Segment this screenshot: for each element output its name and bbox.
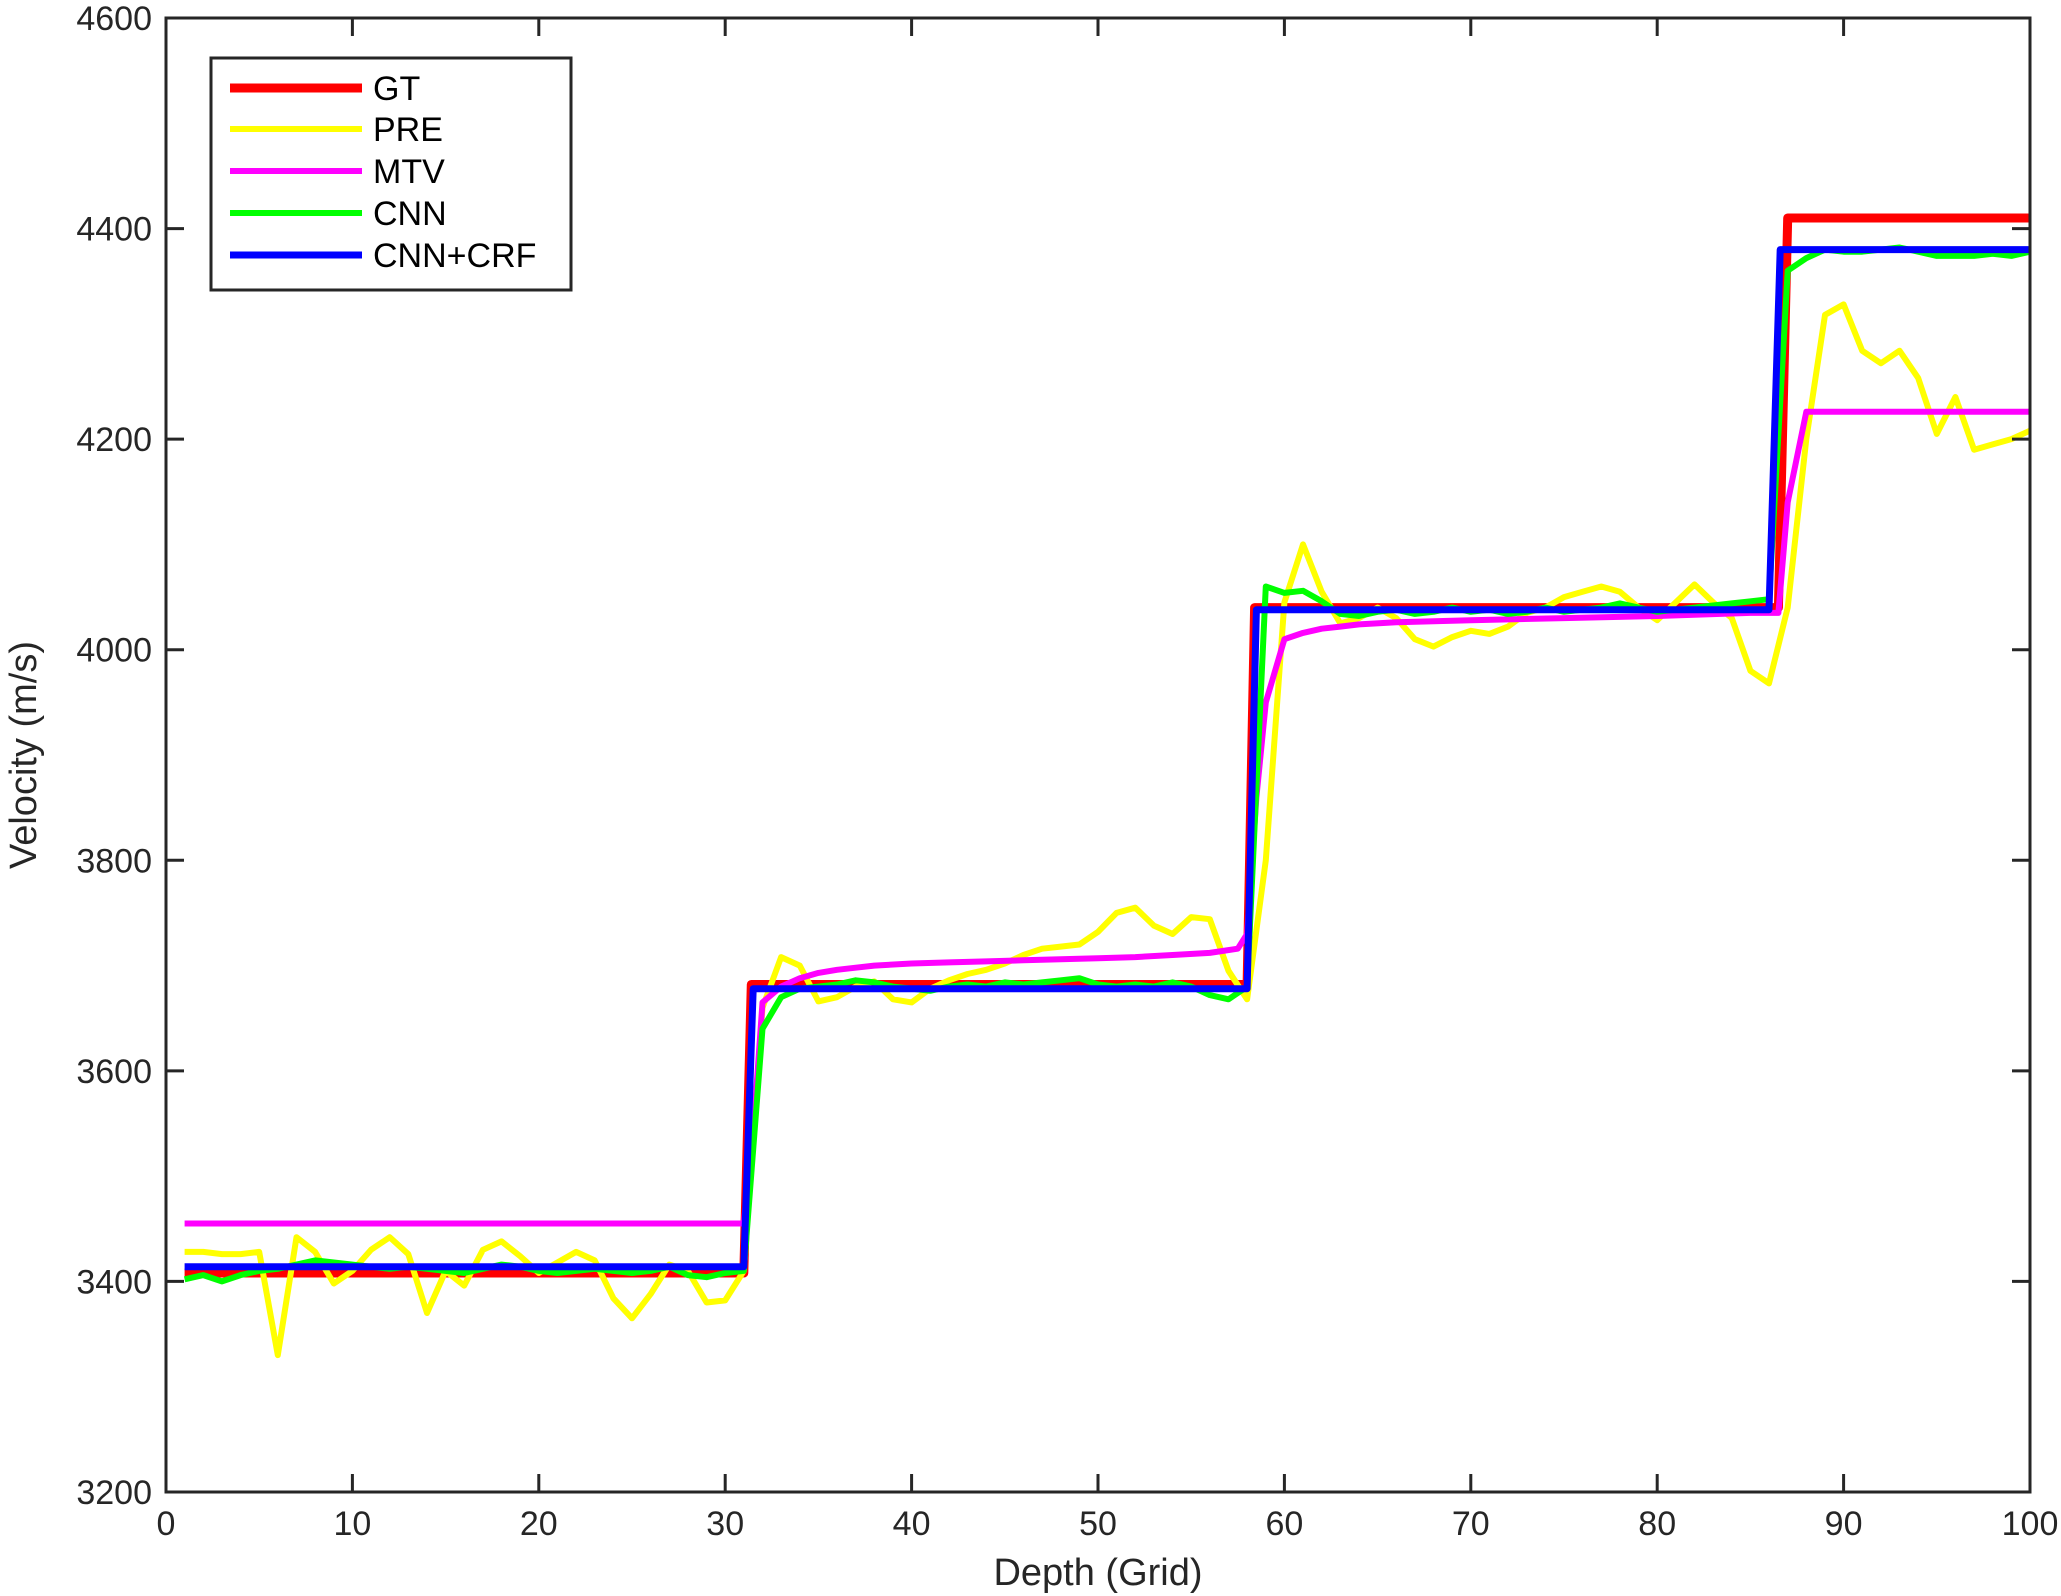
x-tick-label: 90 [1825,1505,1863,1543]
y-tick-label: 4200 [76,421,152,459]
x-axis-label: Depth (Grid) [993,1552,1202,1594]
y-tick-label: 3400 [76,1263,152,1301]
legend: GT PRE MTV CNN CNN+CRF [209,56,573,292]
y-tick-label: 4600 [76,0,152,38]
y-tick-label: 4400 [76,211,152,249]
x-tick-label: 40 [893,1505,931,1543]
x-tick-label: 80 [1638,1505,1676,1543]
x-tick-label: 10 [333,1505,371,1543]
y-tick-label: 3600 [76,1053,152,1091]
x-tick-label: 50 [1079,1505,1117,1543]
legend-label-gt: GT [373,70,420,108]
x-tick-label: 100 [2002,1505,2059,1543]
x-tick-label: 0 [157,1505,176,1543]
y-tick-label: 3800 [76,842,152,880]
legend-label-mtv: MTV [373,153,445,191]
data-lines [183,213,2032,1359]
series-line-cnn-crf [184,246,2030,1271]
series-line-mtv [184,408,2030,1227]
x-tick-label: 20 [520,1505,558,1543]
x-tick-label: 60 [1265,1505,1303,1543]
axes: 0 10 20 30 40 50 60 70 80 90 100 3200 3400 3600 3800 40… [76,0,2058,1543]
y-tick-label: 4000 [76,632,152,670]
x-tick-label: 70 [1452,1505,1490,1543]
x-tick-label: 30 [706,1505,744,1543]
legend-label-cnn-crf: CNN+CRF [373,237,536,275]
y-tick-label: 3200 [76,1474,152,1512]
y-axis-label: Velocity (m/s) [3,641,45,869]
legend-label-pre: PRE [373,111,443,149]
legend-label-cnn: CNN [373,195,447,233]
